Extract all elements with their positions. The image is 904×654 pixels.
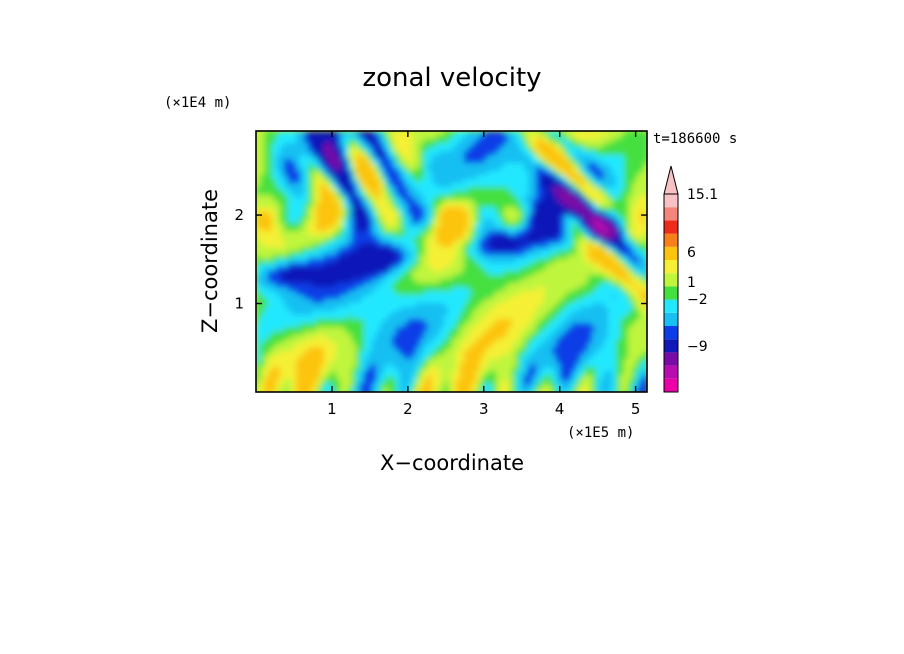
colorbar-swatch xyxy=(664,352,678,365)
y-axis-units: (×1E4 m) xyxy=(164,95,231,111)
colorbar-swatch xyxy=(664,300,678,313)
colorbar-swatch xyxy=(664,339,678,352)
colorbar-swatch xyxy=(664,194,678,207)
colorbar-label: −9 xyxy=(687,339,708,355)
x-tick-label: 3 xyxy=(479,400,489,418)
colorbar-swatch xyxy=(664,220,678,233)
colorbar-swatch xyxy=(664,313,678,326)
x-tick-label: 4 xyxy=(555,400,565,418)
x-tick-label: 5 xyxy=(631,400,641,418)
colorbar: 15.1 6 1−2 −9 xyxy=(664,166,718,392)
x-axis-label: X−coordinate xyxy=(380,451,524,475)
y-axis-label: Z−coordinate xyxy=(198,189,222,333)
colorbar-swatch xyxy=(664,207,678,220)
colorbar-swatch xyxy=(664,234,678,247)
velocity-field xyxy=(256,131,649,396)
colorbar-label: 6 xyxy=(687,245,696,261)
x-tick-label: 1 xyxy=(327,400,337,418)
colorbar-swatch xyxy=(664,286,678,299)
colorbar-swatch xyxy=(664,260,678,273)
x-tick-label: 2 xyxy=(403,400,413,418)
y-tick-label: 2 xyxy=(234,206,244,224)
x-axis-units: (×1E5 m) xyxy=(567,425,634,441)
colorbar-swatch xyxy=(664,247,678,260)
colorbar-swatch xyxy=(664,273,678,286)
colorbar-swatch xyxy=(664,379,678,392)
colorbar-swatch xyxy=(664,326,678,339)
y-tick-label: 1 xyxy=(234,295,244,313)
colorbar-label: 15.1 xyxy=(687,187,718,203)
chart-title: zonal velocity xyxy=(362,63,541,93)
colorbar-label: −2 xyxy=(687,292,708,308)
colorbar-swatch xyxy=(664,366,678,379)
colorbar-extend-arrow xyxy=(664,166,678,194)
time-label: t=186600 s xyxy=(653,131,737,147)
colorbar-label: 1 xyxy=(687,275,696,291)
plot-area xyxy=(256,131,649,396)
